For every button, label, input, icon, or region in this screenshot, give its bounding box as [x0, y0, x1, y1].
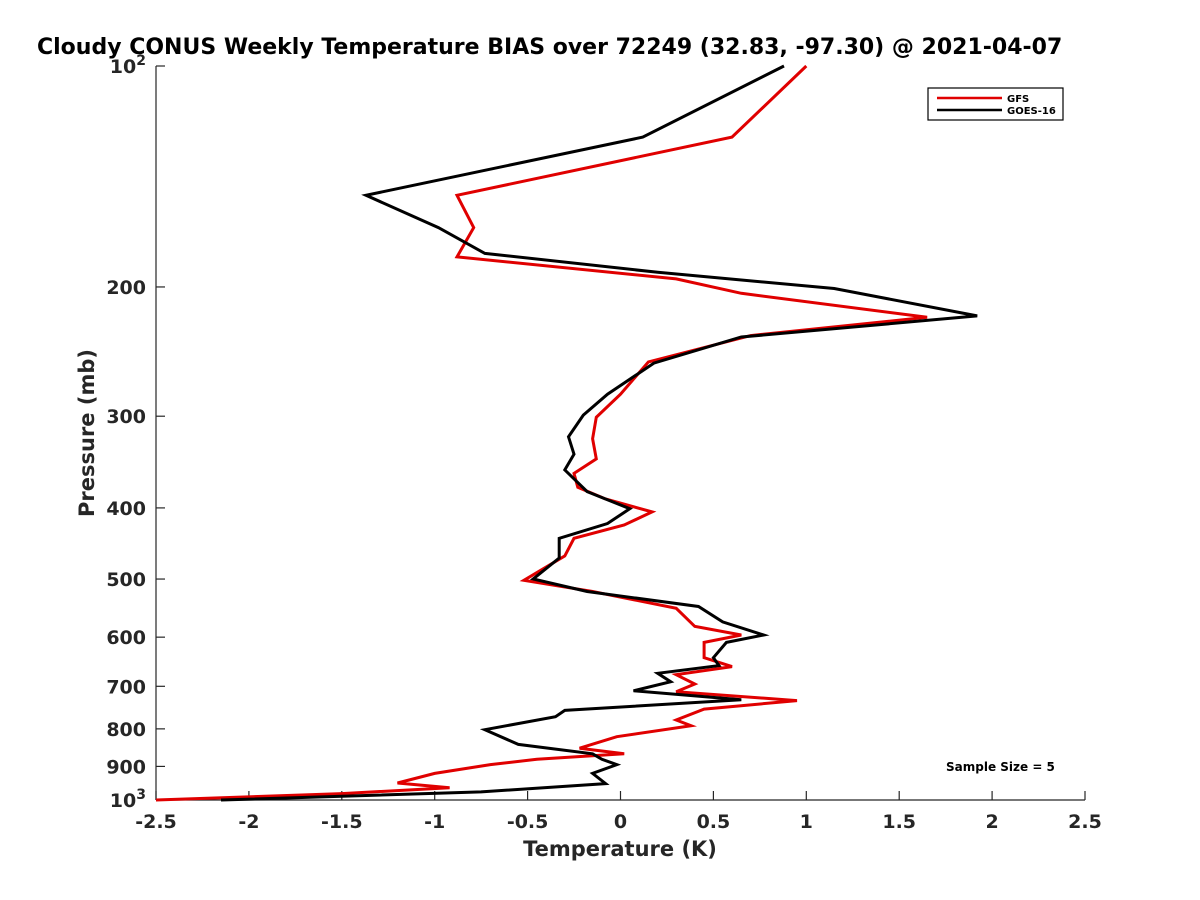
- y-tick-label: 400: [106, 498, 146, 520]
- y-tick-label: 500: [106, 569, 146, 591]
- series-line-gfs: [155, 64, 928, 802]
- y-tick-label: 103: [110, 787, 146, 812]
- y-tick-label: 102: [110, 53, 146, 78]
- legend-label-goes16: GOES-16: [1007, 106, 1056, 117]
- y-axis-label: Pressure (mb): [75, 349, 99, 517]
- legend-label-gfs: GFS: [1007, 94, 1029, 105]
- x-axis-label: Temperature (K): [523, 837, 717, 861]
- chart-title: Cloudy CONUS Weekly Temperature BIAS ove…: [37, 35, 1062, 60]
- x-tick-label: 0.5: [697, 811, 731, 833]
- x-tick-label: -2: [238, 811, 259, 833]
- x-tick-label: -0.5: [507, 811, 549, 833]
- y-tick-label: 800: [106, 719, 146, 741]
- legend: GFS GOES-16: [927, 87, 1064, 121]
- y-tick-label: 700: [106, 676, 146, 698]
- x-tick-label: 1.5: [882, 811, 916, 833]
- x-tick-label: -2.5: [135, 811, 177, 833]
- axes: -2.5 -2 -1.5 -1 -0.5 0 0.5 1 1.5 2 2.5 102 200 300 400…: [106, 53, 1102, 833]
- y-tick-label: 600: [106, 627, 146, 649]
- y-tick-label: 200: [106, 277, 146, 299]
- y-tick-label: 900: [106, 756, 146, 778]
- sample-size-annotation: Sample Size = 5: [946, 760, 1055, 774]
- y-tick-label: 300: [106, 406, 146, 428]
- x-tick-label: -1.5: [321, 811, 363, 833]
- x-tick-label: -1: [424, 811, 445, 833]
- x-tick-label: 0: [614, 811, 627, 833]
- x-tick-label: 2: [985, 811, 998, 833]
- legend-box: [927, 87, 1064, 121]
- series-line-goes16: [220, 64, 978, 802]
- x-tick-label: 1: [800, 811, 813, 833]
- x-tick-label: 2.5: [1068, 811, 1102, 833]
- series-group: [155, 64, 978, 802]
